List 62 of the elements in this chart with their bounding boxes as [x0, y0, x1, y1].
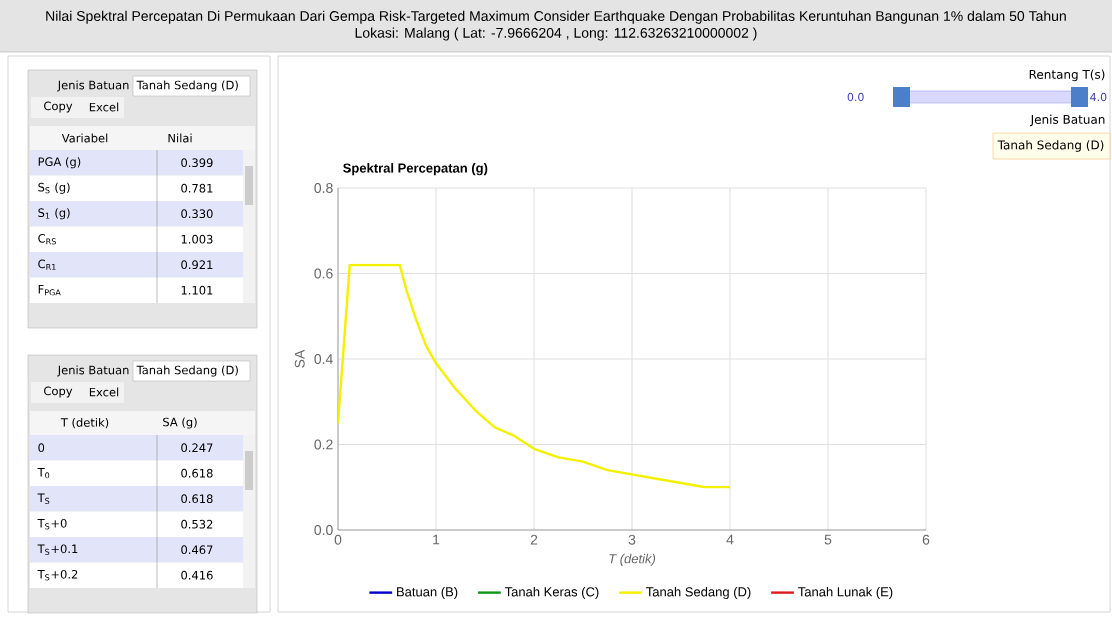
text: T$_{S}$+0.2: [37, 569, 78, 581]
text: Lokasi: Malang ( Lat: -7.9666204 , Long: 112.63263210000002 ): [355, 27, 757, 41]
text: T$_{S}$: [37, 493, 50, 504]
text: Tanah Sedang (D): [997, 140, 1104, 152]
x-tick-label: 1: [433, 534, 440, 545]
text: Tanah Sedang (D): [136, 365, 238, 377]
text: Tanah Sedang (D): [136, 80, 238, 92]
text: Jenis Batuan: [57, 80, 129, 92]
text: 0.921: [181, 260, 213, 270]
x-tick-label: 5: [824, 534, 832, 545]
text: T (detik): [60, 417, 109, 429]
text: 0.0: [847, 92, 864, 102]
text: 1.003: [181, 234, 213, 244]
y-tick-label: 0.6: [314, 268, 333, 279]
text: SA (g): [163, 417, 197, 429]
text: T$_{0}$: [37, 468, 50, 479]
text: S$_{1}$ (g): [38, 208, 70, 220]
x-tick-label: 2: [530, 534, 538, 545]
text: Copy: [44, 386, 73, 398]
text: S$_{S}$ (g): [38, 182, 70, 194]
x-tick-label: 0: [334, 534, 342, 545]
text: 0.247: [181, 443, 213, 453]
text: PGA (g): [38, 157, 81, 169]
text: T$_{S}$+0: [37, 518, 67, 530]
y-tick-label: 0.4: [314, 354, 333, 364]
text: 0: [38, 443, 45, 453]
text: 1.101: [181, 285, 213, 295]
text: C$_{RS}$: [38, 233, 56, 245]
chart-title: Spektral Percepatan (g): [343, 163, 488, 176]
text: T$_{S}$+0.1: [37, 544, 78, 555]
text: Variabel: [61, 133, 108, 143]
legend-label: Tanah Lunak (E): [798, 586, 893, 600]
text: Nilai Spektral Percepatan Di Permukaan Dari Gempa Risk-Targeted Maximum Consider Earthquake Dengan Probabilitas Keruntuhan Bangunan 1% dalam 50 Tahun: [46, 10, 1066, 24]
text: Excel: [89, 387, 119, 397]
text: 4.0: [1090, 92, 1107, 102]
text: Jenis Batuan: [57, 365, 129, 377]
text: F$_{PGA}$: [38, 285, 61, 296]
text: 0.532: [181, 519, 213, 529]
text: Rentang T(s): [1029, 69, 1105, 82]
text: 0.330: [181, 209, 213, 219]
y-tick-label: 0.2: [314, 439, 333, 450]
legend-label: Batuan (B): [397, 586, 458, 600]
x-axis-title: T (detik): [609, 553, 656, 566]
legend-label: Tanah Sedang (D): [646, 586, 751, 600]
y-tick-label: 0.8: [314, 183, 333, 193]
text: Jenis Batuan: [1030, 114, 1105, 127]
text: 0.781: [181, 183, 213, 193]
y-axis-title: SA: [294, 349, 305, 368]
text: Copy: [44, 101, 73, 113]
text: Nilai: [168, 133, 192, 143]
text: 0.399: [181, 158, 213, 168]
y-tick-label: 0.0: [314, 525, 333, 535]
text: 0.618: [181, 494, 213, 504]
text: Excel: [89, 102, 119, 112]
text: 0.467: [181, 545, 213, 555]
x-tick-label: 6: [922, 534, 930, 545]
x-tick-label: 4: [726, 534, 734, 545]
legend-label: Tanah Keras (C): [504, 586, 599, 600]
text: C$_{R1}$: [38, 259, 56, 270]
text: 0.416: [181, 570, 213, 580]
x-tick-label: 3: [628, 534, 636, 545]
text: 0.618: [181, 468, 213, 478]
